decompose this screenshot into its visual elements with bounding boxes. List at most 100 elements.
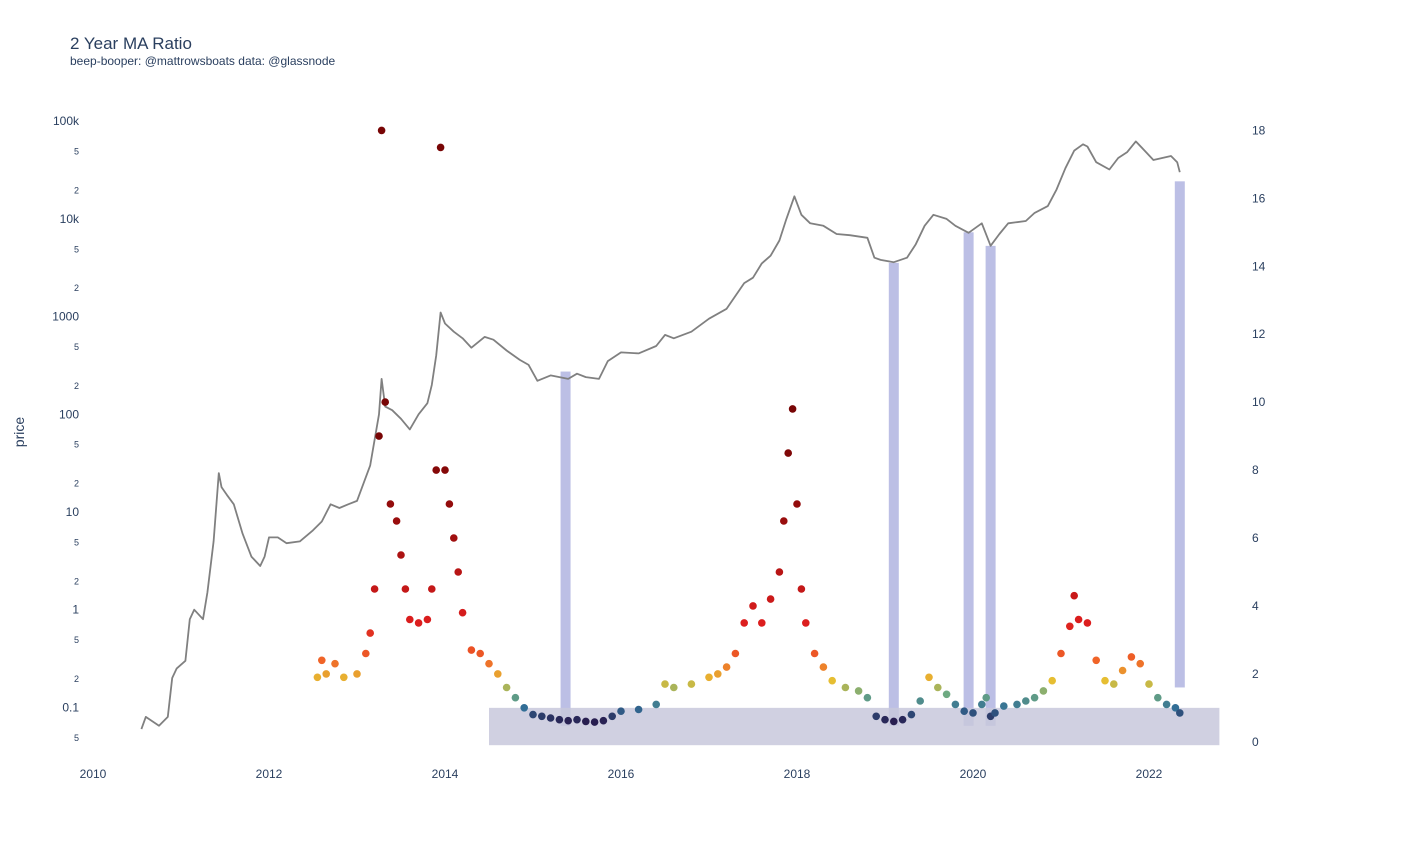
ratio-point	[1176, 709, 1184, 717]
x-tick-label: 2012	[256, 767, 283, 781]
ratio-point	[890, 717, 898, 726]
y-right-tick-label: 4	[1252, 599, 1259, 613]
ratio-point	[1145, 680, 1153, 688]
ratio-point	[797, 585, 806, 593]
ratio-point	[775, 568, 784, 576]
ratio-point	[1136, 659, 1144, 668]
y-right-tick-label: 8	[1252, 463, 1259, 477]
y-left-tick-label: 1	[72, 603, 79, 617]
ratio-point	[564, 716, 572, 725]
ratio-point	[397, 551, 405, 559]
ratio-point	[670, 683, 678, 692]
ratio-point	[366, 629, 375, 637]
ratio-point	[661, 680, 669, 688]
y-right-tick-label: 6	[1252, 531, 1259, 545]
x-tick-label: 2016	[608, 767, 635, 781]
y-left-tick-label: 2	[74, 674, 79, 684]
ratio-point	[377, 126, 386, 135]
ratio-point	[881, 715, 889, 724]
ratio-point	[898, 715, 907, 724]
ratio-point	[511, 693, 520, 702]
ratio-point	[386, 500, 395, 508]
y-left-tick-label: 2	[74, 576, 79, 586]
ratio-point	[942, 690, 951, 699]
ratio-point	[454, 568, 463, 576]
ratio-point	[362, 649, 370, 658]
ratio-point	[467, 646, 476, 654]
ratio-point	[441, 466, 449, 474]
ratio-point	[476, 649, 485, 658]
ratio-point	[934, 683, 942, 692]
y-right-tick-label: 10	[1252, 395, 1266, 409]
y-right-tick-label: 12	[1252, 327, 1266, 341]
ratio-point	[494, 670, 502, 678]
ratio-point	[450, 534, 458, 542]
ratio-point	[322, 670, 331, 678]
ratio-point	[617, 707, 625, 715]
ratio-point	[705, 673, 713, 682]
ratio-point	[1154, 693, 1162, 702]
y-left-tick-label: 5	[74, 537, 79, 547]
ratio-point	[780, 517, 788, 525]
x-tick-label: 2020	[960, 767, 987, 781]
ratio-point	[1022, 697, 1030, 705]
ratio-point	[485, 659, 493, 668]
ratio-point	[854, 687, 863, 695]
ratio-point	[1162, 700, 1171, 709]
highlight-band-vertical-3	[963, 232, 974, 726]
ratio-point	[414, 619, 423, 627]
ratio-point	[810, 649, 819, 658]
ratio-point	[722, 663, 731, 671]
ratio-point	[828, 676, 836, 685]
ratio-point	[740, 619, 748, 627]
highlight-band-vertical-5	[1174, 181, 1185, 688]
y-left-tick-label: 2	[74, 479, 79, 489]
ratio-point	[978, 700, 986, 709]
ratio-point	[749, 602, 757, 610]
ratio-point	[634, 705, 643, 714]
y-right-tick-label: 18	[1252, 123, 1266, 137]
x-tick-label: 2014	[432, 767, 459, 781]
y-left-tick-label: 2	[74, 185, 79, 195]
ratio-point	[766, 595, 775, 603]
ratio-point	[784, 449, 792, 457]
ratio-point	[1039, 687, 1048, 695]
ratio-point	[375, 432, 383, 440]
ratio-point	[687, 680, 696, 688]
ratio-point	[731, 649, 740, 658]
ratio-point	[982, 693, 990, 702]
ratio-point	[960, 707, 968, 715]
ratio-point	[1000, 702, 1008, 710]
ratio-point	[872, 712, 880, 721]
ratio-point	[436, 143, 445, 152]
y-left-tick-label: 0.1	[62, 700, 79, 714]
ratio-point	[432, 466, 441, 474]
ratio-point	[599, 716, 608, 725]
ratio-point	[1074, 615, 1083, 624]
y-left-tick-label: 1000	[52, 310, 79, 324]
ratio-point	[907, 710, 916, 719]
highlight-band-horizontal	[489, 707, 1220, 746]
ratio-point	[1171, 704, 1180, 712]
y-right-tick-label: 14	[1252, 259, 1266, 273]
y-right-tick-label: 16	[1252, 191, 1266, 205]
y-left-tick-label: 5	[74, 635, 79, 645]
ratio-point	[1083, 619, 1092, 627]
y-right-tick-label: 2	[1252, 667, 1259, 681]
ratio-point	[318, 656, 326, 665]
ratio-point	[1110, 680, 1118, 688]
ratio-point	[819, 663, 828, 671]
ratio-point	[1048, 676, 1056, 685]
y-left-tick-label: 10	[66, 505, 80, 519]
ratio-point	[758, 619, 766, 627]
x-tick-label: 2018	[784, 767, 811, 781]
ratio-point	[969, 709, 977, 717]
x-tick-label: 2010	[80, 767, 107, 781]
ratio-point	[1101, 676, 1109, 685]
ratio-point	[652, 700, 660, 709]
ratio-point	[788, 405, 797, 413]
y-left-tick-label: 10k	[60, 212, 80, 226]
ratio-point	[916, 697, 924, 705]
chart-subtitle: beep-booper: @mattrowsboats data: @glass…	[70, 54, 336, 68]
